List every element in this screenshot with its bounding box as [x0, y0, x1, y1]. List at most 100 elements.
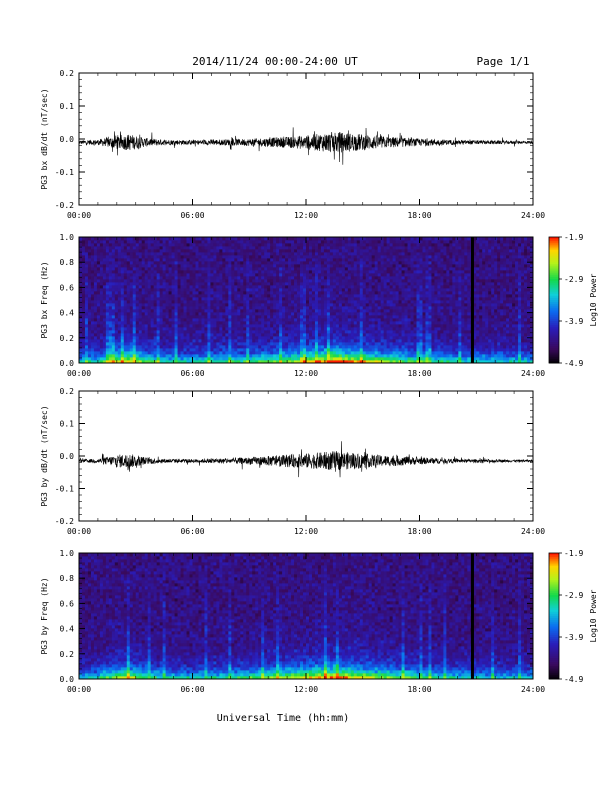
spectrogram-cell: [84, 267, 89, 271]
spectrogram-cell: [377, 243, 382, 247]
spectrogram-cell: [237, 336, 241, 340]
spectrogram-cell: [210, 243, 214, 247]
spectrogram-cell: [192, 339, 196, 343]
spectrogram-cell: [404, 258, 408, 262]
spectrogram-cell: [422, 309, 426, 313]
spectrogram-cell: [404, 339, 408, 343]
spectrogram-cell: [79, 270, 83, 274]
spectrogram-cell: [222, 345, 226, 349]
spectrogram-cell: [285, 291, 289, 295]
spectrogram-cell: [87, 354, 92, 358]
spectrogram-cell: [350, 240, 355, 244]
spectrogram-cell: [150, 294, 155, 298]
spectrogram-cell: [105, 258, 110, 262]
spectrogram-cell: [93, 279, 98, 283]
spectrogram-cell: [219, 243, 223, 247]
spectrogram-cell: [425, 333, 429, 337]
spectrogram-cell: [288, 237, 292, 241]
spectrogram-cell: [168, 246, 172, 250]
spectrogram-cell: [183, 324, 187, 328]
spectrogram-cell: [377, 315, 382, 319]
spectrogram-cell: [252, 327, 256, 331]
spectrogram-cell: [279, 270, 283, 274]
spectrogram-cell: [243, 312, 247, 316]
spectrogram-cell: [338, 315, 343, 319]
spectrogram-cell: [192, 351, 196, 355]
spectrogram-cell: [285, 261, 289, 265]
spectrogram-cell: [165, 321, 170, 325]
spectrogram-cell: [359, 270, 364, 274]
spectrogram-cell: [135, 279, 140, 283]
spectrogram-cell: [108, 333, 113, 337]
spectrogram-cell: [114, 348, 119, 352]
spectrogram-cell: [117, 315, 122, 319]
spectrogram-cell: [338, 261, 343, 265]
spectrogram-cell: [171, 246, 175, 250]
spectrogram-cell: [186, 354, 190, 358]
spectrogram-cell: [174, 291, 178, 295]
spectrogram-cell: [144, 327, 149, 331]
spectrogram-cell: [386, 300, 391, 304]
spectrogram-cell: [156, 258, 161, 262]
spectrogram-cell: [243, 345, 247, 349]
spectrogram-cell: [99, 315, 104, 319]
spectrogram-cell: [171, 339, 175, 343]
spectrogram-cell: [255, 348, 259, 352]
spectrogram-cell: [246, 258, 250, 262]
spectrogram-cell: [407, 330, 411, 334]
spectrogram-cell: [81, 237, 86, 241]
spectrogram-cell: [300, 276, 304, 280]
spectrogram-cell: [207, 354, 211, 358]
spectrogram-cell: [320, 354, 325, 358]
spectrogram-cell: [317, 279, 322, 283]
spectrogram-cell: [195, 237, 199, 241]
spectrogram-cell: [386, 327, 391, 331]
spectrogram-cell: [389, 312, 394, 316]
spectrogram-cell: [377, 258, 382, 262]
spectrogram-cell: [93, 252, 98, 256]
spectrogram-cell: [114, 339, 119, 343]
spectrogram-cell: [338, 291, 343, 295]
spectrogram-cell: [356, 291, 361, 295]
spectrogram-cell: [165, 258, 170, 262]
spectrogram-cell: [162, 342, 167, 346]
spectrogram-cell: [288, 303, 292, 307]
spectrogram-cell: [114, 315, 119, 319]
spectrogram-cell: [153, 255, 158, 259]
spectrogram-cell: [174, 324, 178, 328]
spectrogram-cell: [404, 255, 408, 259]
spectrogram-cell: [383, 312, 388, 316]
spectrogram-cell: [108, 300, 113, 304]
spectrogram-cell: [156, 303, 161, 307]
spectrogram-cell: [392, 336, 397, 340]
spectrogram-cell: [356, 273, 361, 277]
spectrogram-cell: [371, 330, 376, 334]
spectrogram-cell: [162, 330, 167, 334]
spectrogram-cell: [320, 306, 325, 310]
spectrogram-cell: [386, 282, 391, 286]
spectrogram-cell: [189, 315, 193, 319]
spectrogram-cell: [332, 300, 337, 304]
spectrogram-cell: [371, 345, 376, 349]
spectrogram-cell: [395, 348, 399, 352]
spectrogram-cell: [228, 300, 232, 304]
spectrogram-cell: [147, 351, 152, 355]
spectrogram-cell: [404, 336, 408, 340]
spectrogram-cell: [326, 321, 331, 325]
spectrogram-cell: [401, 348, 405, 352]
spectrogram-cell: [207, 282, 211, 286]
spectrogram-cell: [303, 324, 307, 328]
spectrogram-cell: [377, 264, 382, 268]
spectrogram-cell: [255, 264, 259, 268]
spectrogram-cell: [156, 333, 161, 337]
spectrogram-cell: [198, 336, 202, 340]
spectrogram-cell: [159, 357, 164, 361]
spectrogram-cell: [90, 249, 95, 253]
spectrogram-cell: [165, 315, 170, 319]
spectrogram-cell: [317, 327, 322, 331]
spectrogram-cell: [249, 321, 253, 325]
spectrogram-cell: [174, 360, 178, 364]
spectrogram-cell: [246, 297, 250, 301]
spectrogram-cell: [222, 255, 226, 259]
spectrogram-cell: [276, 282, 280, 286]
